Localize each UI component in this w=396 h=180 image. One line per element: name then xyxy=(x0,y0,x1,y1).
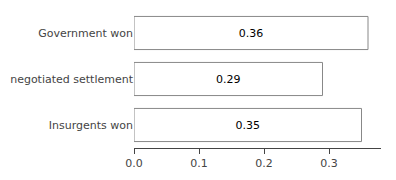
svg-text:negotiated settlement: negotiated settlement xyxy=(10,73,134,86)
svg-text:0.3: 0.3 xyxy=(320,157,338,170)
svg-text:0.36: 0.36 xyxy=(239,27,264,40)
svg-text:0.1: 0.1 xyxy=(190,157,208,170)
svg-text:0.0: 0.0 xyxy=(125,157,143,170)
svg-text:0.2: 0.2 xyxy=(255,157,273,170)
svg-text:0.29: 0.29 xyxy=(216,73,241,86)
svg-text:Government won: Government won xyxy=(38,27,133,40)
svg-text:Insurgents won: Insurgents won xyxy=(49,119,133,132)
svg-text:0.35: 0.35 xyxy=(236,119,261,132)
